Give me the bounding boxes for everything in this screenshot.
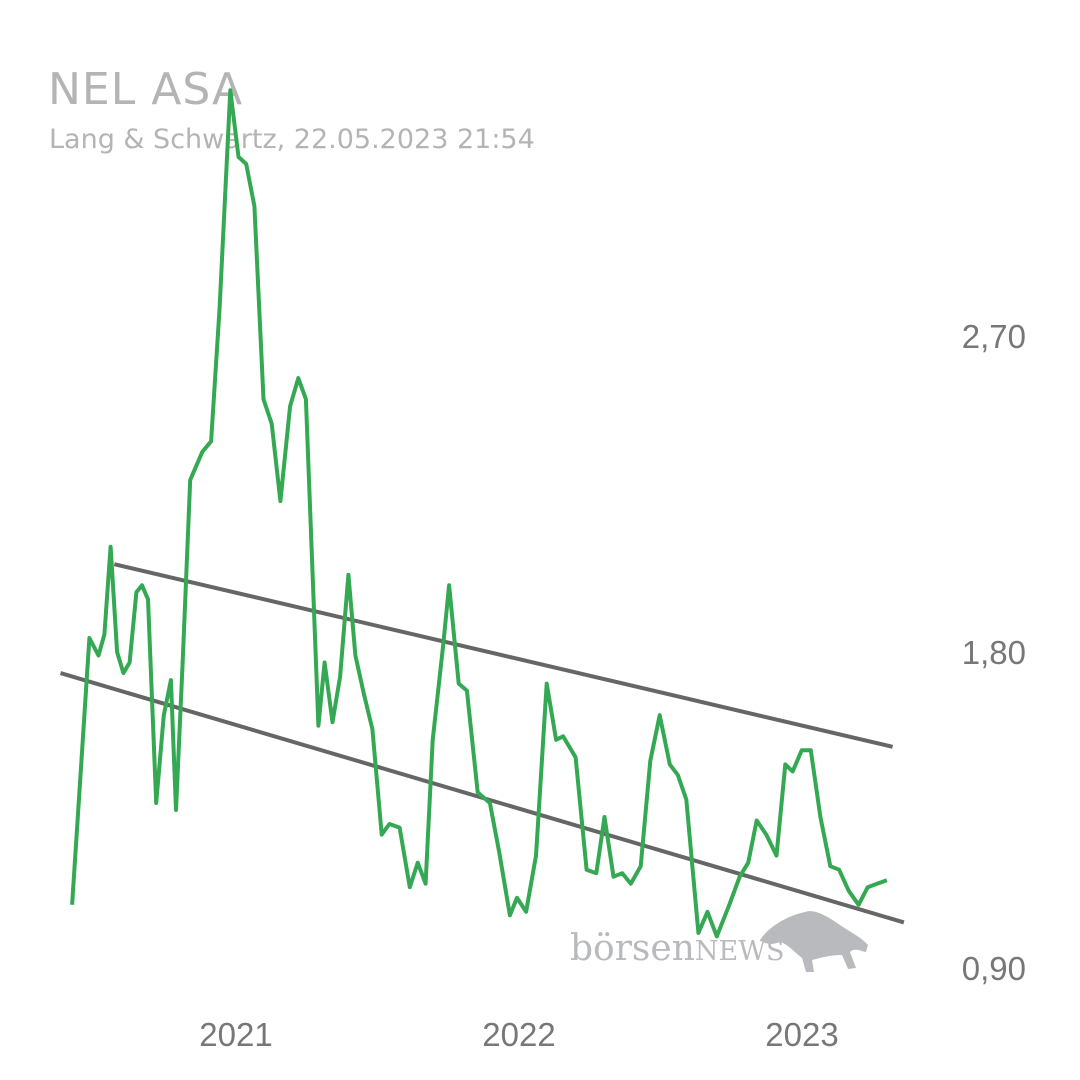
x-tick-label: 2022	[482, 1016, 555, 1053]
chart-subtitle: Lang & Schwartz, 22.05.2023 21:54	[49, 124, 535, 155]
x-tick-label: 2023	[765, 1016, 838, 1053]
watermark-text: börsenNEWS	[570, 928, 785, 969]
y-tick-label: 2,70	[962, 318, 1026, 355]
bull-icon	[760, 911, 868, 972]
y-tick-label: 0,90	[962, 950, 1026, 987]
chart-title: NEL ASA	[48, 64, 244, 115]
boersennews-watermark: börsenNEWS	[570, 911, 868, 972]
y-tick-label: 1,80	[962, 634, 1026, 671]
x-tick-label: 2021	[199, 1016, 272, 1053]
upper-trend-line	[113, 562, 894, 749]
price-series-line	[70, 88, 888, 939]
watermark-text-lower: börsen	[570, 928, 695, 969]
